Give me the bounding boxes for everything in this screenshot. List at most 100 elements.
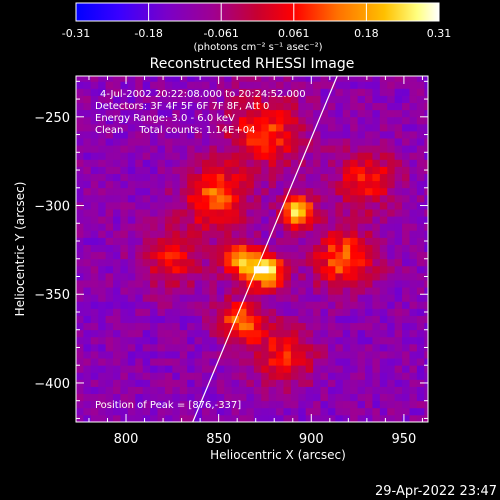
heatmap-cell (187, 294, 195, 302)
heatmap-cell (179, 336, 188, 345)
heatmap-cell (201, 109, 210, 118)
heatmap-cell (365, 223, 373, 231)
heatmap-cell (409, 95, 418, 104)
heatmap-cell (246, 237, 255, 245)
heatmap-cell (416, 251, 425, 260)
heatmap-cell (424, 358, 428, 366)
heatmap-cell (179, 301, 188, 309)
heatmap-cell (276, 145, 284, 153)
heatmap-cell (335, 251, 344, 260)
heatmap-cell (157, 336, 166, 345)
heatmap-cell (298, 414, 307, 422)
heatmap-cell (135, 393, 144, 402)
heatmap-cell (209, 223, 218, 231)
heatmap-cell (224, 272, 233, 281)
heatmap-cell (379, 209, 388, 217)
heatmap-cell (120, 166, 129, 174)
heatmap-cell (76, 109, 84, 118)
heatmap-cell (379, 294, 388, 302)
heatmap-cell (246, 322, 255, 331)
heatmap-cell (290, 159, 299, 167)
heatmap-cell (298, 372, 307, 380)
heatmap-cell (179, 201, 188, 210)
heatmap-cell (164, 152, 173, 160)
heatmap-cell (416, 301, 425, 309)
heatmap-cell (209, 386, 218, 395)
heatmap-cell (135, 372, 144, 380)
heatmap-cell (98, 372, 107, 380)
heatmap-cell (350, 386, 358, 395)
heatmap-cell (424, 258, 428, 267)
heatmap-cell (135, 400, 144, 409)
heatmap-cell (394, 343, 403, 352)
heatmap-cell (365, 301, 373, 309)
heatmap-cell (276, 194, 284, 203)
heatmap-cell (416, 308, 425, 316)
heatmap-cell (298, 223, 307, 231)
heatmap-cell (276, 407, 284, 416)
heatmap-cell (350, 336, 358, 345)
heatmap-cell (283, 131, 292, 139)
heatmap-cell (350, 265, 358, 274)
heatmap-cell (105, 322, 114, 331)
heatmap-cell (135, 131, 144, 139)
heatmap-cell (298, 407, 307, 416)
heatmap-cell (187, 287, 195, 295)
heatmap-cell (320, 209, 329, 217)
heatmap-cell (313, 329, 321, 338)
heatmap-cell (313, 123, 321, 132)
heatmap-cell (187, 81, 195, 89)
heatmap-cell (83, 244, 92, 253)
heatmap-cell (172, 116, 181, 125)
heatmap-cell (224, 88, 233, 96)
heatmap-cell (150, 329, 158, 338)
heatmap-cell (350, 280, 358, 288)
heatmap-cell (394, 251, 403, 260)
heatmap-cell (372, 244, 381, 253)
heatmap-cell (335, 180, 344, 189)
heatmap-cell (90, 223, 99, 231)
heatmap-cell (416, 223, 425, 231)
heatmap-cell (246, 201, 255, 210)
heatmap-cell (231, 209, 240, 217)
heatmap-cell (194, 336, 203, 345)
heatmap-cell (76, 400, 84, 409)
heatmap-cell (90, 76, 99, 82)
heatmap-cell (239, 400, 247, 409)
heatmap-cell (365, 280, 373, 288)
heatmap-cell (150, 159, 158, 167)
heatmap-cell (394, 180, 403, 189)
heatmap-cell (224, 216, 233, 224)
heatmap-cell (113, 386, 121, 395)
heatmap-cell (350, 365, 358, 373)
heatmap-cell (157, 322, 166, 331)
heatmap-cell (201, 116, 210, 125)
heatmap-cell (105, 287, 114, 295)
heatmap-cell (320, 251, 329, 260)
heatmap-cell (135, 216, 144, 224)
heatmap-cell (253, 272, 262, 281)
heatmap-cell (98, 351, 107, 359)
heatmap-cell (268, 159, 277, 167)
heatmap-cell (313, 76, 321, 82)
heatmap-cell (350, 258, 358, 267)
heatmap-cell (246, 109, 255, 118)
heatmap-cell (424, 102, 428, 111)
heatmap-cell (387, 95, 396, 104)
heatmap-cell (187, 322, 195, 331)
heatmap-cell (246, 251, 255, 260)
heatmap-cell (157, 230, 166, 238)
heatmap-cell (142, 287, 151, 295)
heatmap-cell (246, 400, 255, 409)
heatmap-cell (164, 223, 173, 231)
heatmap-cell (90, 294, 99, 302)
colorbar-tick-label: -0.31 (62, 27, 90, 40)
heatmap-cell (239, 379, 247, 387)
heatmap-cell (313, 244, 321, 253)
heatmap-cell (261, 265, 270, 274)
heatmap-cell (253, 365, 262, 373)
heatmap-cell (379, 280, 388, 288)
heatmap-cell (357, 95, 366, 104)
heatmap-cell (424, 109, 428, 118)
heatmap-cell (305, 372, 314, 380)
